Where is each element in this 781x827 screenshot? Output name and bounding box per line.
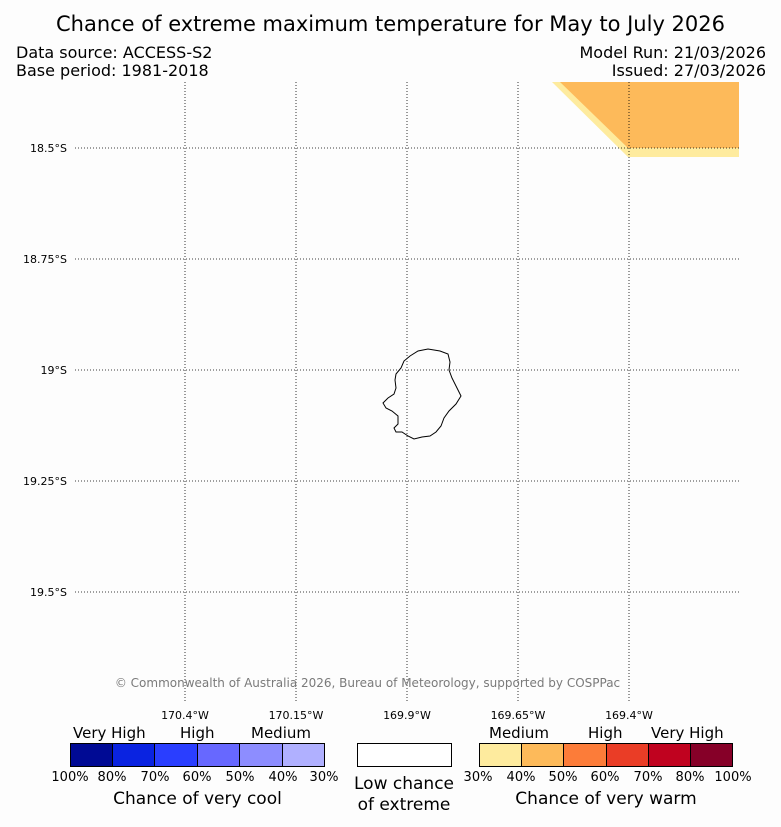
cool-tick-70: 70% xyxy=(140,770,170,785)
warm-tick-30: 30% xyxy=(463,770,493,785)
cool-swatch-40-30 xyxy=(282,743,325,767)
lon-label-170.4: 170.4°W xyxy=(161,709,209,722)
cool-category-high: High xyxy=(180,724,215,742)
base-period: Base period: 1981-2018 xyxy=(16,61,209,80)
warm-tick-40: 40% xyxy=(506,770,536,785)
warm-legend-title: Chance of very warm xyxy=(515,789,697,809)
island-outline xyxy=(382,348,462,440)
model-run: Model Run: 21/03/2026 xyxy=(579,43,767,62)
lat-label-18.75: 18.75°S xyxy=(23,253,67,266)
map-panel: 18.5°S 18.75°S 19°S 19.25°S 19.5°S xyxy=(23,82,739,703)
warm-swatch-30-40 xyxy=(479,743,522,767)
warm-tick-60: 60% xyxy=(590,770,620,785)
shaded-region-medium-warm xyxy=(560,82,739,148)
warm-category-medium: Medium xyxy=(489,724,549,742)
cool-swatch-70-60 xyxy=(154,743,198,767)
warm-swatch-50-60 xyxy=(563,743,607,767)
cool-swatch-50-40 xyxy=(239,743,283,767)
warm-category-very-high: Very High xyxy=(651,724,724,742)
cool-category-very-high: Very High xyxy=(73,724,146,742)
warm-swatch-80-100 xyxy=(690,743,733,767)
cool-tick-50: 50% xyxy=(225,770,255,785)
issued-date: Issued: 27/03/2026 xyxy=(611,61,766,80)
warm-category-high: High xyxy=(588,724,623,742)
lon-label-169.4: 169.4°W xyxy=(605,709,653,722)
cool-tick-30: 30% xyxy=(309,770,339,785)
lon-label-169.9: 169.9°W xyxy=(383,709,431,722)
cool-swatch-60-50 xyxy=(197,743,240,767)
warm-tick-100: 100% xyxy=(714,770,752,785)
lon-label-169.65: 169.65°W xyxy=(490,709,546,722)
cool-swatch-100-80 xyxy=(70,743,113,767)
neutral-label-line1: Low chance xyxy=(354,774,454,794)
warm-swatch-40-50 xyxy=(521,743,564,767)
map-title: Chance of extreme maximum temperature fo… xyxy=(55,12,725,36)
lat-label-19.5: 19.5°S xyxy=(30,586,67,599)
cool-swatch-80-70 xyxy=(112,743,155,767)
data-source: Data source: ACCESS-S2 xyxy=(16,43,213,62)
lon-label-170.15: 170.15°W xyxy=(268,709,324,722)
cool-category-medium: Medium xyxy=(251,724,311,742)
cool-tick-100: 100% xyxy=(51,770,89,785)
lat-label-19: 19°S xyxy=(41,364,67,377)
copyright-notice: © Commonwealth of Australia 2026, Bureau… xyxy=(114,676,621,690)
cool-tick-40: 40% xyxy=(268,770,298,785)
warm-swatch-60-70 xyxy=(606,743,649,767)
warm-tick-50: 50% xyxy=(548,770,578,785)
warm-swatch-70-80 xyxy=(648,743,691,767)
warm-tick-80: 80% xyxy=(675,770,705,785)
cool-tick-80: 80% xyxy=(97,770,127,785)
neutral-swatch xyxy=(357,743,452,767)
lat-label-18.5: 18.5°S xyxy=(30,142,67,155)
neutral-label-line2: of extreme xyxy=(357,795,451,815)
warm-tick-70: 70% xyxy=(633,770,663,785)
cool-legend-title: Chance of very cool xyxy=(113,789,282,809)
cool-tick-60: 60% xyxy=(182,770,212,785)
lat-label-19.25: 19.25°S xyxy=(23,475,67,488)
